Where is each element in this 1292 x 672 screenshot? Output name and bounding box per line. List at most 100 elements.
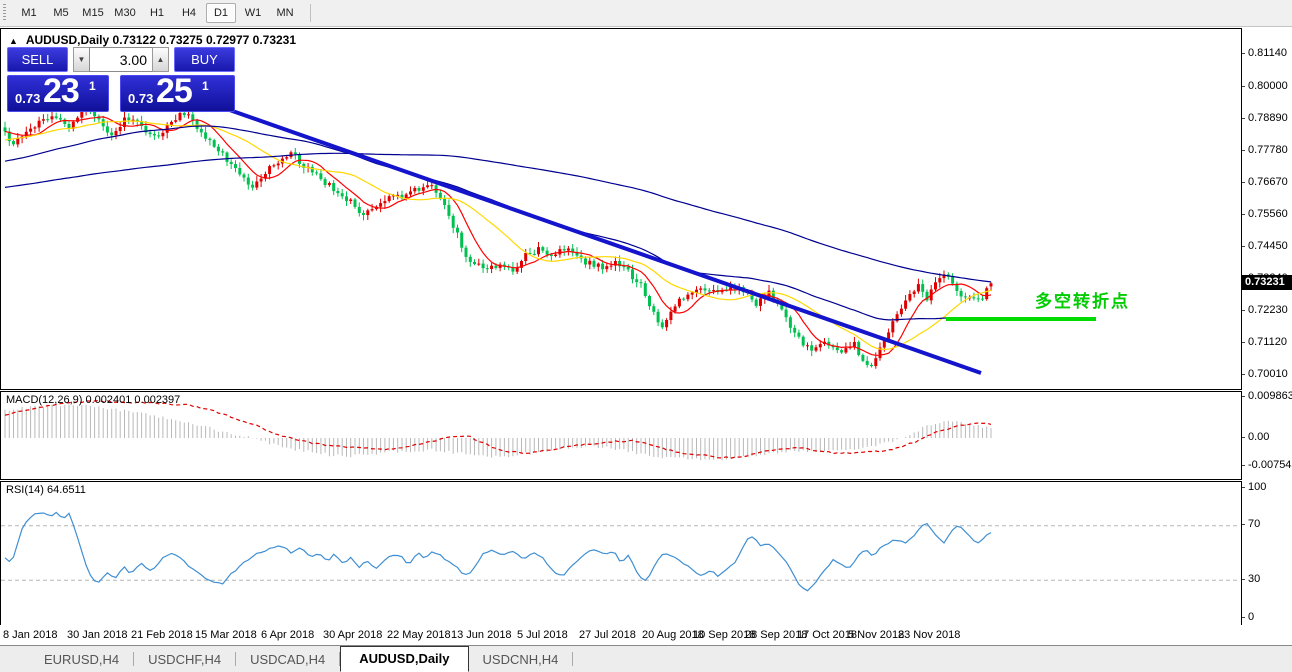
moving-average-55 xyxy=(4,125,992,321)
macd-signal-line xyxy=(4,399,992,459)
buy-price-big: 25 xyxy=(156,72,193,110)
chart-tab-usdcad-h4[interactable]: USDCAD,H4 xyxy=(250,652,326,667)
rsi-axis-label: 0 xyxy=(1248,611,1255,623)
volume-decrease-button[interactable]: ▼ xyxy=(73,47,90,72)
rsi-axis-label: 30 xyxy=(1248,573,1261,585)
date-axis-label: 8 Jan 2018 xyxy=(3,629,58,641)
axis-tick xyxy=(1242,465,1245,466)
axis-tick xyxy=(1242,524,1245,525)
timeframe-button-h4[interactable]: H4 xyxy=(181,7,197,19)
macd-label: MACD(12,26,9) 0.002401 0.002397 xyxy=(6,394,181,406)
date-axis-label: 21 Feb 2018 xyxy=(131,629,193,641)
sell-price-big: 23 xyxy=(43,72,80,110)
date-axis-label: 6 Apr 2018 xyxy=(261,629,315,641)
price-axis-label: 0.77780 xyxy=(1248,144,1288,156)
main-chart-panel: ▲ AUDUSD,Daily 0.73122 0.73275 0.72977 0… xyxy=(0,28,1242,390)
axis-tick xyxy=(1242,214,1245,215)
price-axis-label: 0.78890 xyxy=(1248,112,1288,124)
date-axis-label: 17 Oct 2018 xyxy=(797,629,857,641)
axis-tick xyxy=(1242,86,1245,87)
chart-title-symbol: AUDUSD,Daily xyxy=(25,33,110,47)
price-axis-label: 0.81140 xyxy=(1248,47,1287,59)
date-axis: 8 Jan 2018 30 Jan 2018 21 Feb 2018 15 Mar 2… xyxy=(0,625,1242,645)
buy-price-prefix: 0.73 xyxy=(128,91,154,106)
price-axis-label: 0.75560 xyxy=(1248,208,1288,220)
chart-title: ▲ AUDUSD,Daily 0.73122 0.73275 0.72977 0… xyxy=(9,33,296,47)
buy-price-box[interactable]: 0.73 25 1 xyxy=(120,72,235,112)
chart-title-ohlc: 0.73122 0.73275 0.72977 0.73231 xyxy=(112,33,297,47)
toolbar-grip-handle[interactable] xyxy=(3,4,6,21)
tab-divider xyxy=(133,652,135,666)
macd-axis-label: 0.009863 xyxy=(1248,390,1292,402)
chart-tab-usdcnh-h4[interactable]: USDCNH,H4 xyxy=(482,652,559,667)
timeframe-button-mn[interactable]: MN xyxy=(276,7,294,19)
axis-tick xyxy=(1242,246,1245,247)
timeframe-button-m30[interactable]: M30 xyxy=(114,7,136,19)
rsi-canvas[interactable] xyxy=(1,482,1239,623)
chart-tab-usdchf-h4[interactable]: USDCHF,H4 xyxy=(148,652,222,667)
date-axis-label: 20 Aug 2018 xyxy=(642,629,704,641)
timeframe-buttons: M1 M5 M15 M30 H1 H4 D1 W1 MN xyxy=(12,0,311,26)
timeframe-button-m15[interactable]: M15 xyxy=(82,7,104,19)
chart-tab-eurusd-h4[interactable]: EURUSD,H4 xyxy=(44,652,120,667)
date-axis-label: 5 Jul 2018 xyxy=(517,629,568,641)
rsi-line xyxy=(4,511,992,592)
sell-price-box[interactable]: 0.73 23 1 xyxy=(7,72,109,112)
date-axis-label: 30 Apr 2018 xyxy=(323,629,383,641)
rsi-axis-label: 70 xyxy=(1248,518,1261,530)
price-axis-label: 0.74450 xyxy=(1248,240,1288,252)
timeframe-button-m5[interactable]: M5 xyxy=(53,7,69,19)
date-axis-label: 27 Jul 2018 xyxy=(579,629,636,641)
timeframe-button-d1[interactable]: D1 xyxy=(206,3,236,23)
axis-tick xyxy=(1242,396,1245,397)
axis-tick xyxy=(1242,182,1245,183)
price-axis-label: 0.71120 xyxy=(1248,336,1287,348)
price-axis-label: 0.70010 xyxy=(1248,368,1288,380)
sell-button[interactable]: SELL xyxy=(7,47,68,72)
chart-tab-bar: EURUSD,H4 USDCHF,H4 USDCAD,H4 AUDUSD,Daily U… xyxy=(0,645,1292,672)
timeframe-button-m1[interactable]: M1 xyxy=(21,7,37,19)
buy-button[interactable]: BUY xyxy=(174,47,235,72)
tab-divider xyxy=(339,652,341,666)
tab-divider xyxy=(572,652,574,666)
volume-increase-button[interactable]: ▲ xyxy=(152,47,169,72)
moving-average-144 xyxy=(4,152,992,283)
date-axis-label: 30 Jan 2018 xyxy=(67,629,128,641)
date-axis-label: 15 Mar 2018 xyxy=(195,629,257,641)
sell-price-prefix: 0.73 xyxy=(15,91,41,106)
axis-tick xyxy=(1242,118,1245,119)
rsi-label: RSI(14) 64.6511 xyxy=(6,484,86,496)
axis-tick xyxy=(1242,374,1245,375)
annotation-text: 多空转折点 xyxy=(1035,292,1130,311)
axis-tick xyxy=(1242,310,1245,311)
price-axis-label: 0.72230 xyxy=(1248,304,1288,316)
timeframe-button-w1[interactable]: W1 xyxy=(244,7,262,19)
price-axis-label: 0.76670 xyxy=(1248,176,1288,188)
buy-price-sup: 1 xyxy=(202,79,209,93)
axis-tick xyxy=(1242,617,1245,618)
chart-tab-audusd-daily[interactable]: AUDUSD,Daily xyxy=(340,646,469,672)
toolbar-separator xyxy=(310,4,311,22)
macd-axis-label: -0.007543 xyxy=(1248,459,1292,471)
moving-average-8 xyxy=(4,116,992,356)
rsi-axis-label: 100 xyxy=(1248,481,1267,493)
tab-divider xyxy=(235,652,237,666)
date-axis-label: 13 Jun 2018 xyxy=(451,629,512,641)
axis-tick xyxy=(1242,437,1245,438)
price-axis-column: 0.81140 0.80000 0.78890 0.77780 0.76670 0.755… xyxy=(1242,28,1292,625)
axis-tick xyxy=(1242,150,1245,151)
descending-trendline[interactable] xyxy=(200,98,982,375)
axis-tick xyxy=(1242,53,1245,54)
date-axis-label: 23 Nov 2018 xyxy=(898,629,961,641)
one-click-trade-panel: SELL ▼ 3.00 ▲ BUY 0.73 23 1 0.73 25 1 xyxy=(7,47,235,112)
main-chart-canvas[interactable] xyxy=(1,29,1239,387)
volume-input[interactable]: 3.00 xyxy=(89,47,153,72)
timeframe-toolbar: M1 M5 M15 M30 H1 H4 D1 W1 MN xyxy=(0,0,1292,27)
price-axis-label: 0.80000 xyxy=(1248,80,1288,92)
macd-canvas[interactable] xyxy=(1,392,1239,477)
date-axis-label: 5 Nov 2018 xyxy=(848,629,905,641)
date-axis-label: 22 May 2018 xyxy=(387,629,451,641)
date-axis-label: 10 Sep 2018 xyxy=(693,629,756,641)
sell-price-sup: 1 xyxy=(89,79,96,93)
timeframe-button-h1[interactable]: H1 xyxy=(149,7,165,19)
